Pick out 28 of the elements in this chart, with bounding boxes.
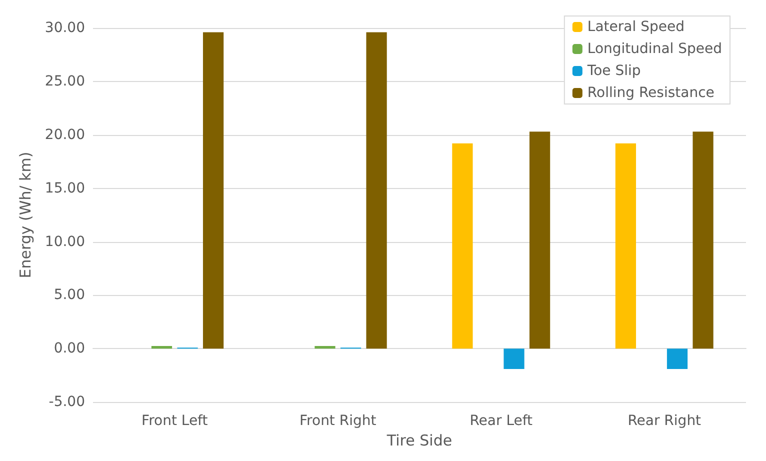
- bar: [504, 348, 524, 369]
- x-tick-label: Rear Right: [628, 413, 702, 430]
- y-axis-title: Energy (Wh/ km): [16, 152, 34, 278]
- legend-label: Toe Slip: [586, 63, 641, 79]
- bar: [366, 32, 387, 349]
- bar: [314, 346, 336, 349]
- x-tick-label: Front Right: [300, 413, 377, 430]
- y-tick-label: -5.00: [48, 394, 85, 410]
- y-tick-label: 25.00: [44, 73, 85, 90]
- bar: [692, 132, 714, 349]
- y-tick-label: 10.00: [44, 234, 85, 250]
- y-tick-label: 5.00: [54, 287, 85, 304]
- y-tick-label: 0.00: [54, 340, 85, 357]
- x-tick-label: Rear Left: [470, 413, 534, 430]
- bar: [666, 348, 688, 369]
- y-tick-label: 15.00: [44, 180, 85, 196]
- bar: [452, 143, 473, 349]
- legend-label: Lateral Speed: [587, 19, 684, 35]
- bar: [529, 132, 550, 349]
- y-tick-label: 20.00: [44, 126, 85, 143]
- bar: [615, 143, 636, 349]
- x-tick-label: Front Left: [142, 413, 208, 430]
- legend-label: Rolling Resistance: [587, 85, 714, 101]
- x-axis-title: Tire Side: [386, 432, 452, 450]
- bar: [151, 346, 172, 349]
- legend-label: Longitudinal Speed: [587, 41, 722, 57]
- y-tick-label: 30.00: [44, 20, 85, 36]
- bar: [202, 32, 224, 349]
